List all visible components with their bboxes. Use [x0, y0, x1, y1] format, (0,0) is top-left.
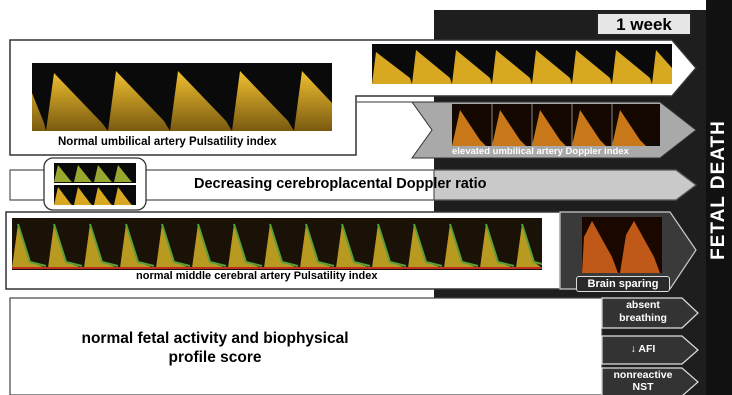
- umbilical-elevated-label: elevated umbilical artery Doppler index: [452, 146, 629, 157]
- sign-absent-breathing: absent breathing: [619, 299, 667, 324]
- biophysical-box: [9, 297, 603, 395]
- mca-normal-label: normal middle cerebral artery Pulsatilit…: [136, 270, 378, 282]
- sign-arrow-1: [601, 297, 699, 329]
- cerebroplacental-arrow-dark-part: [433, 169, 697, 201]
- ratio-waveforms: [54, 163, 136, 205]
- brain-sparing-label: Brain sparing: [576, 276, 670, 292]
- biophysical-label-line2: profile score: [168, 349, 262, 366]
- fetal-death-label: FETAL DEATH: [708, 120, 729, 260]
- biophysical-label: normal fetal activity and biophysical pr…: [30, 329, 400, 367]
- week-label: 1 week: [596, 12, 692, 36]
- biophysical-label-line1: normal fetal activity and biophysical: [81, 330, 349, 347]
- sign-reduced-afi: ↓ AFI: [630, 343, 656, 355]
- brain-sparing-waveform: [582, 217, 662, 273]
- umbilical-normal-label: Normal umbilical artery Pulsatility inde…: [58, 136, 277, 148]
- cerebroplacental-label: Decreasing cerebroplacental Doppler rati…: [194, 176, 487, 192]
- sign-nonreactive-nst: nonreactive NST: [613, 369, 673, 393]
- mca-normal-waveform: [12, 218, 542, 270]
- umbilical-elevated-waveform: [452, 104, 660, 146]
- outcome-bar: [706, 0, 732, 395]
- sign-arrow-2: [601, 335, 699, 365]
- sign-arrow-3: [601, 367, 699, 395]
- umbilical-trend-waveform: [372, 44, 672, 84]
- umbilical-normal-waveform: [32, 63, 332, 131]
